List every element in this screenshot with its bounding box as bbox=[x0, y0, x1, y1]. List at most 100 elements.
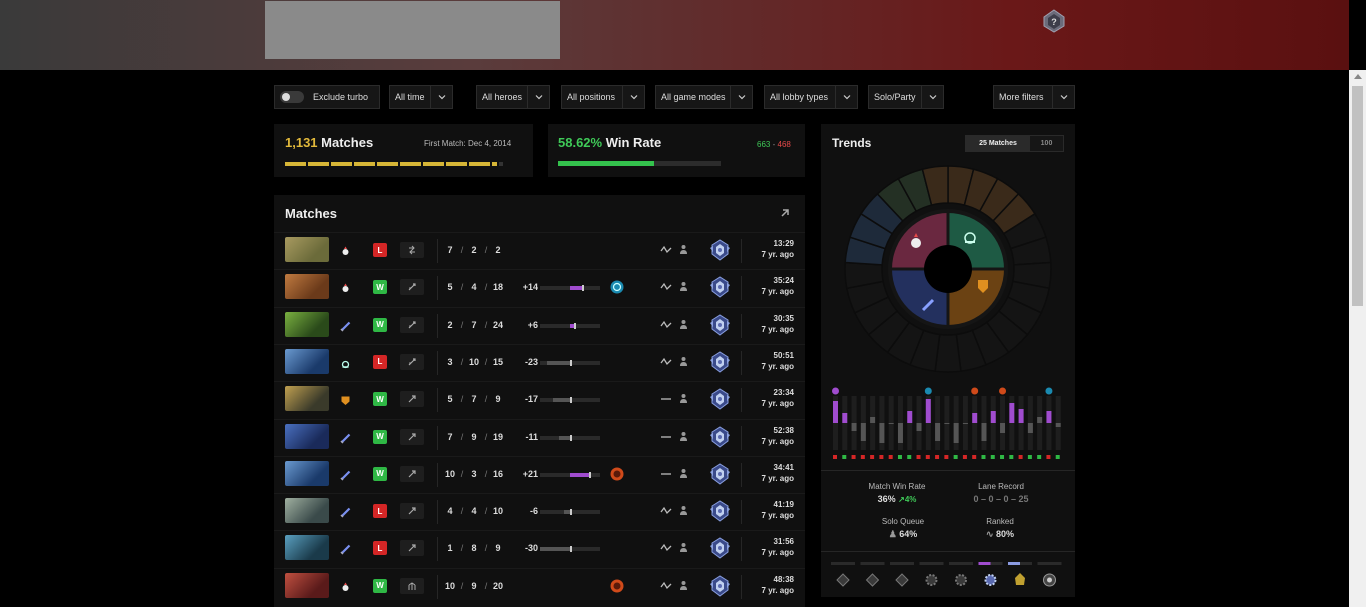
kda-slash: / bbox=[460, 245, 464, 255]
divider bbox=[437, 388, 438, 413]
scroll-up-icon[interactable] bbox=[1354, 74, 1362, 79]
exclude-turbo-toggle[interactable]: Exclude turbo bbox=[274, 85, 380, 109]
hero-portrait[interactable] bbox=[285, 535, 329, 561]
trend-bar[interactable] bbox=[851, 423, 857, 431]
trend-bar[interactable] bbox=[916, 423, 922, 431]
rank-medal-icon bbox=[895, 573, 909, 587]
match-result-badge: W bbox=[373, 578, 387, 593]
top-core-award-icon bbox=[610, 579, 624, 593]
trend-bar[interactable] bbox=[981, 423, 987, 441]
trend-bar[interactable] bbox=[888, 423, 894, 424]
trend-bar[interactable] bbox=[833, 401, 838, 423]
hero-portrait[interactable] bbox=[285, 498, 329, 524]
top-core-award-icon bbox=[610, 467, 624, 481]
rank-unknown-icon: ? bbox=[1043, 9, 1065, 33]
win-rate-bar bbox=[558, 161, 721, 166]
match-row[interactable]: W 10 / 3 / 16 +21 34:41 7 yr. bbox=[274, 455, 805, 493]
support-icon bbox=[964, 232, 976, 244]
hero-portrait[interactable] bbox=[285, 237, 329, 262]
ranked-label: Ranked bbox=[986, 517, 1014, 526]
rank-medal-icon bbox=[710, 500, 730, 522]
performance-delta: +21 bbox=[522, 468, 538, 479]
trend-bar[interactable] bbox=[870, 417, 876, 423]
trend-result-marker bbox=[990, 455, 995, 459]
match-row[interactable]: W 7 / 9 / 19 -11 52:38 7 yr. bbox=[274, 418, 805, 456]
hero-portrait[interactable] bbox=[285, 274, 329, 300]
hero-portrait[interactable] bbox=[285, 386, 329, 412]
hero-portrait[interactable] bbox=[285, 460, 329, 486]
match-row[interactable]: W 5 / 7 / 9 -17 23:34 7 yr. a bbox=[274, 381, 805, 418]
scrollbar-thumb[interactable] bbox=[1352, 86, 1363, 306]
match-row[interactable]: L 7 / 2 / 2 13:29 7 yr. ago bbox=[274, 232, 805, 269]
assists: 15 bbox=[492, 356, 503, 367]
trend-bar[interactable] bbox=[879, 423, 885, 443]
trend-bar[interactable] bbox=[1055, 423, 1061, 427]
kills: 10 bbox=[444, 580, 455, 591]
match-row[interactable]: L 4 / 4 / 10 -6 41:19 7 yr. a bbox=[274, 493, 805, 530]
offlane-icon bbox=[978, 280, 988, 293]
trend-bar[interactable] bbox=[907, 411, 913, 423]
rank-medal-icon bbox=[836, 573, 850, 587]
lane-jungle-icon bbox=[400, 577, 424, 594]
trend-bar[interactable] bbox=[935, 423, 941, 441]
trend-bar[interactable] bbox=[1027, 423, 1033, 433]
match-ring-segment[interactable] bbox=[921, 165, 949, 206]
match-duration: 34:41 bbox=[773, 462, 794, 472]
match-row[interactable]: L 3 / 10 / 15 -23 50:51 7 yr. bbox=[274, 343, 805, 381]
match-time-ago: 7 yr. ago bbox=[761, 361, 794, 371]
trend-bar[interactable] bbox=[842, 413, 848, 423]
trend-bar[interactable] bbox=[972, 413, 978, 423]
lobby-types-filter[interactable]: All lobby types bbox=[764, 85, 858, 109]
trend-bar[interactable] bbox=[925, 399, 931, 423]
solo-player-icon bbox=[680, 506, 687, 516]
party-filter[interactable]: Solo/Party bbox=[868, 85, 944, 109]
toggle-100-matches[interactable]: 100 bbox=[1040, 140, 1053, 147]
hero-portrait[interactable] bbox=[285, 311, 329, 337]
heroes-filter[interactable]: All heroes bbox=[476, 85, 550, 109]
trend-bar[interactable] bbox=[944, 423, 950, 424]
trend-bar[interactable] bbox=[990, 411, 996, 423]
streak-icon bbox=[660, 320, 672, 328]
game-modes-filter[interactable]: All game modes bbox=[655, 85, 753, 109]
hero-portrait[interactable] bbox=[285, 572, 329, 598]
kda-slash: / bbox=[460, 282, 464, 293]
wins-count: 663 bbox=[757, 140, 771, 149]
positions-filter[interactable]: All positions bbox=[561, 85, 645, 109]
hero-portrait[interactable] bbox=[285, 423, 329, 449]
trend-bar[interactable] bbox=[953, 423, 959, 443]
toggle-switch[interactable] bbox=[280, 91, 304, 103]
matches-heading: Matches bbox=[285, 206, 338, 221]
kda: 3 / 10 / 15 bbox=[444, 357, 504, 367]
hero-portrait[interactable] bbox=[285, 348, 329, 374]
hard-support-icon bbox=[911, 233, 921, 248]
trend-bar[interactable] bbox=[1018, 409, 1024, 423]
trend-bar[interactable] bbox=[1046, 411, 1052, 423]
trend-bar[interactable] bbox=[962, 423, 968, 424]
match-duration: 48:38 bbox=[773, 574, 794, 584]
match-row[interactable]: L 1 / 8 / 9 -30 31:56 7 yr. a bbox=[274, 530, 805, 567]
match-bar-segment bbox=[354, 162, 375, 166]
heroes-filter-label: All heroes bbox=[482, 92, 523, 102]
trend-up-icon: ↗ bbox=[898, 495, 905, 504]
trend-bar[interactable] bbox=[1009, 403, 1015, 423]
trend-bar[interactable] bbox=[1000, 423, 1006, 433]
kda-slash: / bbox=[460, 319, 464, 330]
positions-filter-label: All positions bbox=[567, 92, 616, 102]
match-row[interactable]: W 2 / 7 / 24 +6 30:35 7 yr. a bbox=[274, 306, 805, 344]
match-row[interactable]: W 10 / 9 / 20 48:38 7 yr. ag bbox=[274, 567, 805, 605]
match-row[interactable]: W 5 / 4 / 18 +14 35:24 7 yr. bbox=[274, 269, 805, 306]
match-duration: 13:29 bbox=[773, 239, 794, 248]
toggle-25-matches[interactable]: 25 Matches bbox=[966, 136, 1030, 151]
trend-result-marker bbox=[953, 455, 958, 459]
kills: 7 bbox=[447, 245, 453, 255]
kills: 4 bbox=[447, 506, 453, 517]
more-filters-button[interactable]: More filters bbox=[993, 85, 1075, 109]
time-filter[interactable]: All time bbox=[389, 85, 453, 109]
expand-arrow-icon[interactable] bbox=[779, 207, 791, 219]
trend-bar[interactable] bbox=[897, 423, 903, 443]
match-result-badge: L bbox=[373, 504, 387, 519]
match-win-rate-change: 4% bbox=[904, 495, 917, 504]
trend-bar[interactable] bbox=[1037, 417, 1043, 423]
performance-delta: -17 bbox=[524, 394, 538, 405]
trend-bar[interactable] bbox=[860, 423, 866, 441]
